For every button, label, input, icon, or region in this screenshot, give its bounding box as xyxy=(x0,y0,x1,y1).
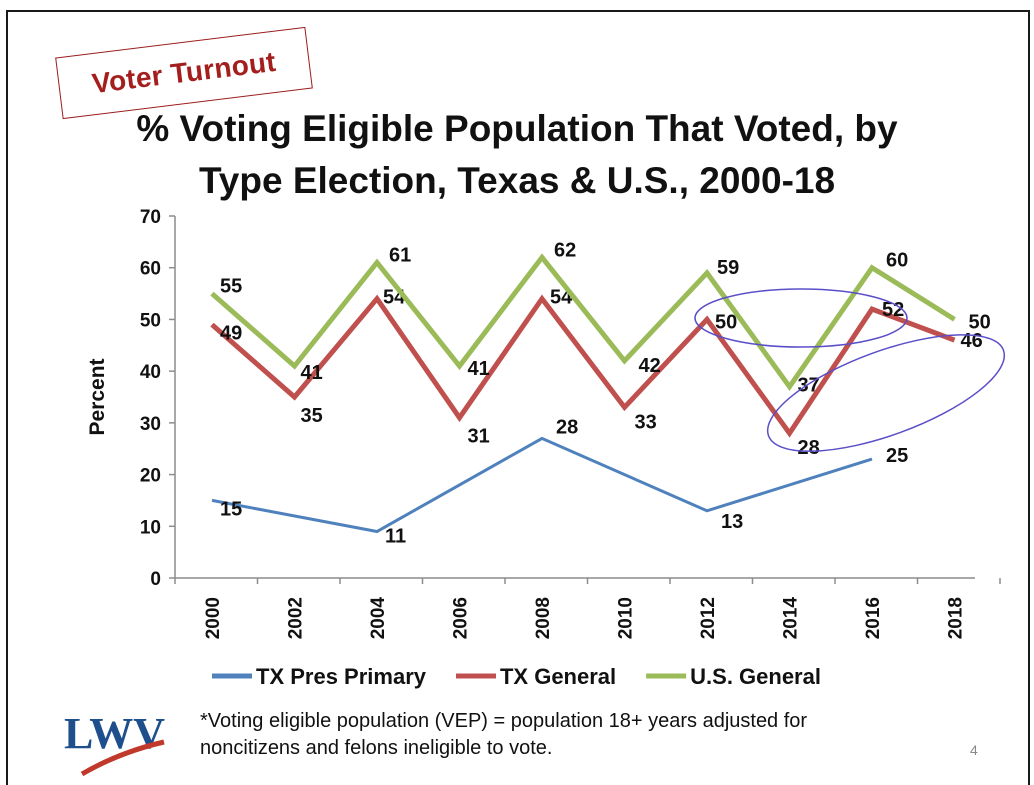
data-label: 49 xyxy=(220,323,242,345)
x-tick-label: 2016 xyxy=(863,597,884,639)
x-tick-label: 2002 xyxy=(286,597,307,639)
page-number: 4 xyxy=(970,742,978,758)
data-label: 13 xyxy=(721,511,743,533)
y-tick-label: 70 xyxy=(140,207,161,228)
y-tick-label: 60 xyxy=(140,259,161,280)
data-label: 50 xyxy=(969,311,991,333)
data-label: 50 xyxy=(715,311,737,333)
data-label: 15 xyxy=(220,498,242,520)
legend-label: TX General xyxy=(500,664,616,689)
data-label: 28 xyxy=(798,437,820,459)
footnote: *Voting eligible population (VEP) = popu… xyxy=(200,708,807,762)
data-label: 25 xyxy=(886,445,908,467)
x-tick-label: 2010 xyxy=(616,597,637,639)
x-tick-label: 2008 xyxy=(533,597,554,639)
data-label: 31 xyxy=(468,426,490,448)
footnote-line-2: noncitizens and felons ineligible to vot… xyxy=(200,735,807,762)
data-label: 41 xyxy=(468,358,490,380)
legend-label: TX Pres Primary xyxy=(256,664,427,689)
data-label: 60 xyxy=(886,250,908,272)
data-label: 59 xyxy=(717,257,739,279)
data-label: 62 xyxy=(554,239,576,261)
y-tick-label: 30 xyxy=(140,414,161,435)
legend-label: U.S. General xyxy=(690,664,821,689)
y-tick-label: 10 xyxy=(140,517,161,538)
y-tick-label: 50 xyxy=(140,310,161,331)
y-axis-label: Percent xyxy=(86,358,109,435)
data-label: 33 xyxy=(635,411,657,433)
x-tick-label: 2012 xyxy=(698,597,719,639)
y-tick-label: 20 xyxy=(140,466,161,487)
data-label: 41 xyxy=(301,362,323,384)
data-label: 42 xyxy=(639,355,661,377)
logo-text: LWV xyxy=(64,709,165,758)
y-tick-label: 40 xyxy=(140,362,161,383)
series-line-u-s-general xyxy=(212,257,955,386)
x-tick-label: 2018 xyxy=(946,597,967,639)
data-label: 11 xyxy=(385,525,406,547)
data-label: 28 xyxy=(556,416,578,438)
data-label: 37 xyxy=(798,375,820,397)
footnote-line-1: *Voting eligible population (VEP) = popu… xyxy=(200,708,807,735)
series-line-tx-pres-primary xyxy=(212,438,872,531)
data-label: 52 xyxy=(882,299,904,321)
x-tick-label: 2014 xyxy=(781,597,802,640)
x-tick-label: 2006 xyxy=(451,597,472,639)
y-tick-label: 0 xyxy=(150,569,161,590)
x-tick-label: 2000 xyxy=(203,597,224,639)
data-label: 35 xyxy=(301,405,323,427)
x-tick-label: 2004 xyxy=(368,597,389,640)
lwv-logo: LWV xyxy=(60,702,170,782)
data-label: 61 xyxy=(389,245,411,267)
data-label: 55 xyxy=(220,276,242,298)
